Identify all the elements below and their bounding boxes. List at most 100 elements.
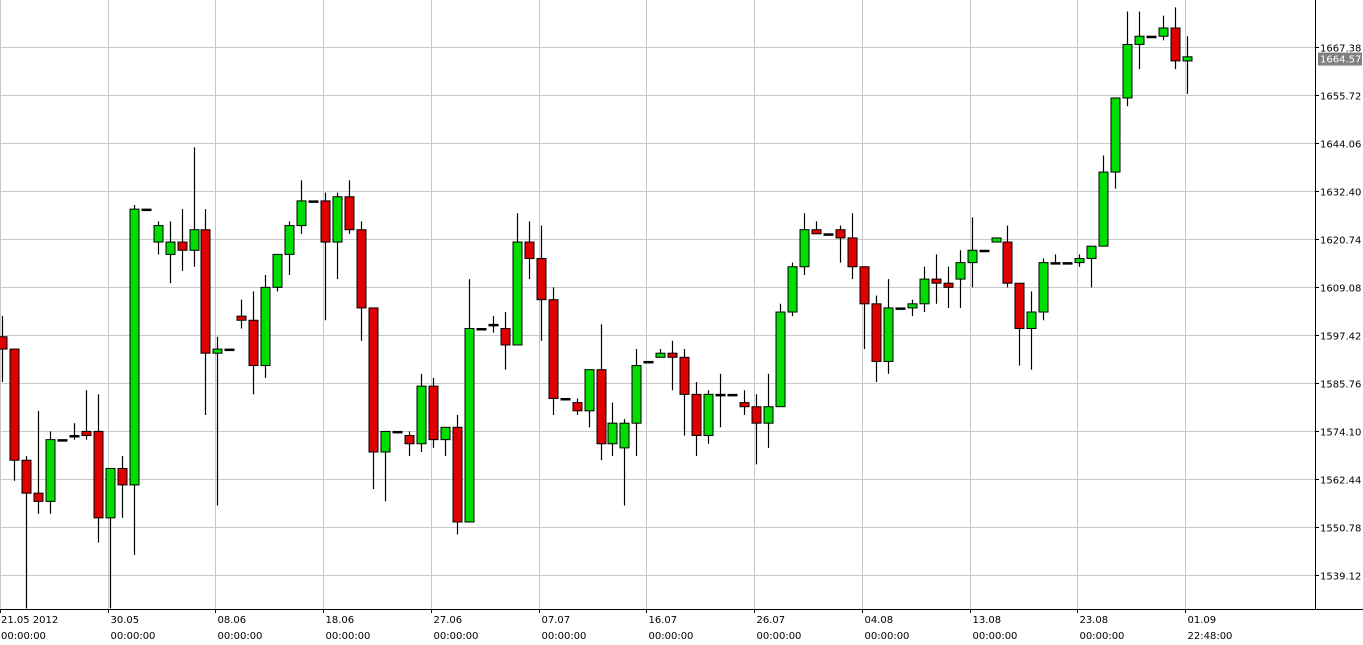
candle-body: [919, 278, 930, 305]
candle-body: [1074, 258, 1085, 264]
candle-body: [787, 266, 798, 313]
price-axis-labels: 1539.12 1550.78 1562.44 1574.10 1585.76 1597.…: [1315, 44, 1361, 583]
candle-body: [607, 422, 618, 445]
candle-body: [117, 467, 128, 486]
candle-body: [248, 319, 259, 367]
candle-body: [189, 229, 200, 251]
candle-body: [943, 282, 954, 288]
current-price-marker: 1664.57: [1318, 52, 1362, 66]
candle-body: [847, 237, 858, 268]
candle-body: [811, 229, 822, 235]
time-tick-label: 00:00:00: [649, 631, 694, 642]
price-tick-label: 1585.76: [1320, 380, 1361, 391]
candle-body: [93, 430, 104, 519]
candle-body: [332, 196, 343, 243]
candle-body: [212, 348, 223, 354]
candle-body: [871, 303, 882, 362]
candle-body: [799, 229, 810, 268]
candle-body: [679, 356, 690, 395]
candle-body: [488, 323, 499, 327]
time-tick-label: 00:00:00: [1080, 631, 1125, 642]
date-tick-label: 01.09: [1188, 615, 1217, 626]
time-tick-label: 00:00:00: [434, 631, 479, 642]
candle-body: [200, 229, 211, 354]
date-tick-label: 16.07: [649, 615, 678, 626]
price-tick-label: 1632.40: [1320, 188, 1361, 199]
date-tick-label: 04.08: [865, 615, 894, 626]
date-tick-label: 30.05: [111, 615, 140, 626]
price-tick-label: 1644.06: [1320, 140, 1361, 151]
candle-body: [895, 307, 906, 310]
price-tick-label: 1667.38: [1320, 44, 1361, 55]
candle-body: [548, 299, 559, 399]
candle-body: [1110, 97, 1121, 173]
price-tick-label: 1550.78: [1320, 524, 1361, 535]
candle-body: [416, 385, 427, 445]
candle-body: [476, 327, 487, 331]
candle-body: [440, 426, 451, 441]
candle-body: [45, 439, 56, 502]
current-price-label: 1664.57: [1320, 55, 1361, 66]
candle-body: [955, 262, 966, 280]
candle-body: [991, 237, 1002, 243]
candle-body: [33, 492, 44, 502]
candle-body: [1098, 171, 1109, 247]
candle-body: [739, 402, 750, 408]
axes: [0, 0, 1363, 610]
price-tick-label: 1655.72: [1320, 92, 1361, 103]
price-tick-label: 1609.08: [1320, 284, 1361, 295]
price-tick-label: 1574.10: [1320, 428, 1361, 439]
time-tick-label: 00:00:00: [218, 631, 263, 642]
candle-body: [823, 233, 834, 236]
candle-body: [536, 258, 547, 301]
candle-body: [1002, 241, 1013, 284]
candles: [0, 7, 1193, 609]
candle-body: [105, 467, 116, 519]
candle-body: [763, 406, 774, 424]
candle-body: [57, 439, 68, 442]
candle-body: [1158, 27, 1169, 37]
candle-body: [260, 286, 271, 367]
candle-body: [284, 225, 295, 255]
candle-body: [727, 393, 738, 397]
date-tick-label: 23.08: [1080, 615, 1109, 626]
candle-body: [0, 336, 8, 350]
candle-body: [584, 369, 595, 412]
candle-body: [631, 365, 642, 424]
candle-body: [667, 352, 678, 358]
candle-body: [236, 315, 247, 321]
candle-body: [931, 278, 942, 284]
time-tick-label: 00:00:00: [326, 631, 371, 642]
time-tick-label: 22:48:00: [1188, 631, 1233, 642]
candle-body: [452, 426, 463, 523]
candle-body: [177, 241, 188, 251]
candle-body: [691, 393, 702, 437]
candle-body: [1146, 35, 1157, 39]
candle-body: [883, 307, 894, 362]
candle-body: [165, 241, 176, 255]
candle-body: [715, 393, 726, 397]
candle-body: [524, 241, 535, 260]
candle-body: [272, 253, 283, 288]
candle-body: [907, 303, 918, 309]
candle-body: [380, 430, 391, 453]
candle-body: [967, 249, 978, 264]
candle-body: [1050, 262, 1061, 265]
candle-body: [512, 241, 523, 346]
price-tick-label: 1539.12: [1320, 572, 1361, 583]
candle-body: [1014, 282, 1025, 329]
candle-body: [775, 311, 786, 408]
candle-body: [21, 459, 32, 494]
time-tick-label: 00:00:00: [1, 631, 46, 642]
date-tick-label: 27.06: [434, 615, 463, 626]
candle-body: [1026, 311, 1037, 329]
candle-body: [1182, 56, 1193, 62]
date-tick-label: 07.07: [542, 615, 571, 626]
time-tick-label: 00:00:00: [757, 631, 802, 642]
candle-body: [1122, 43, 1133, 99]
candle-body: [404, 435, 415, 445]
time-tick-label: 00:00:00: [111, 631, 156, 642]
candle-body: [69, 435, 80, 438]
candle-body: [572, 402, 583, 412]
